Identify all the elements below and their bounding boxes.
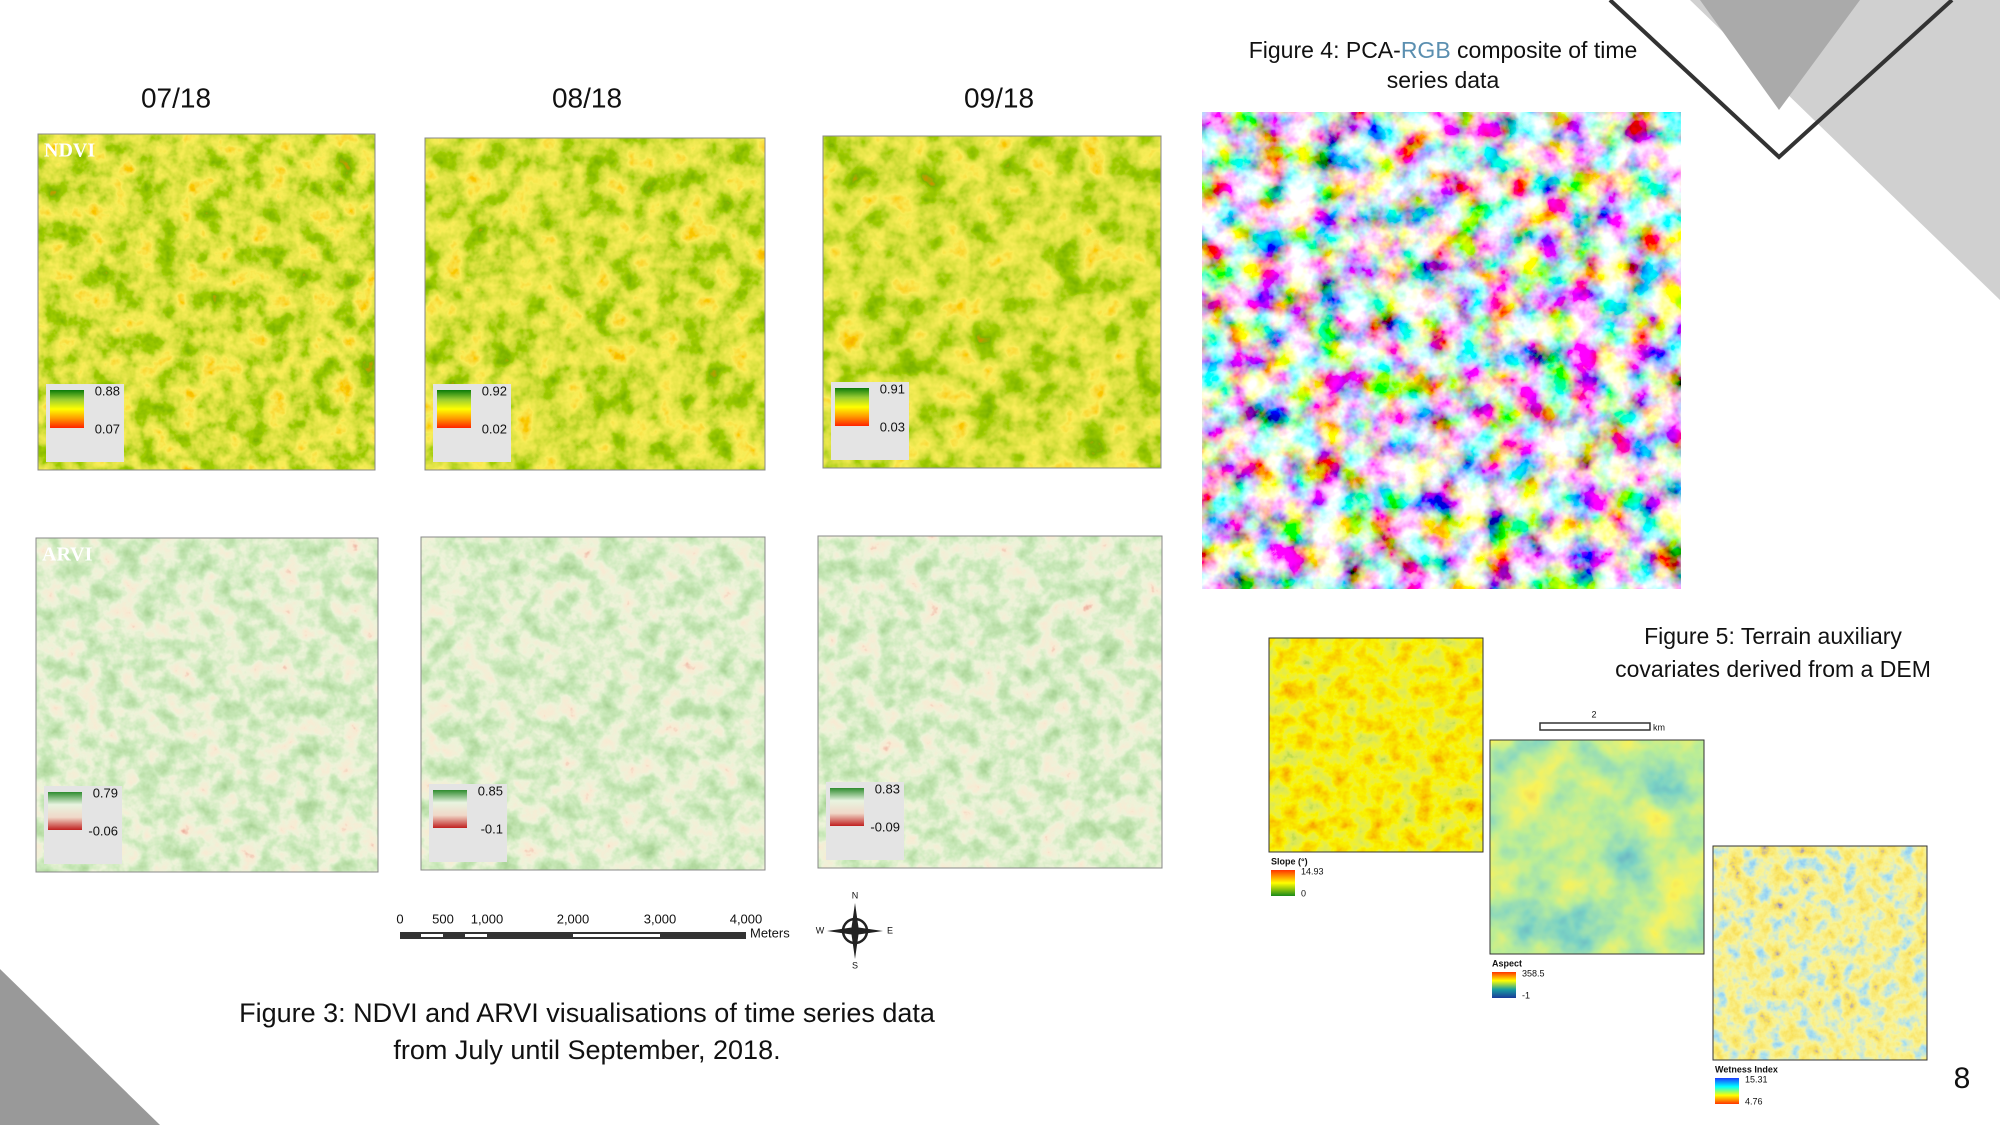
map-panel: NDVI 0.88 0.07 bbox=[37, 133, 376, 471]
terrain-legend-min: -1 bbox=[1522, 990, 1530, 1000]
terrain-legend-max: 14.93 bbox=[1301, 866, 1324, 876]
caption-highlight: RGB bbox=[1401, 37, 1451, 63]
legend-max: 0.85 bbox=[478, 783, 503, 798]
legend-min: -0.06 bbox=[88, 823, 118, 838]
terrain-legend-min: 4.76 bbox=[1745, 1096, 1763, 1106]
map-panel: 0.91 0.03 bbox=[822, 135, 1162, 469]
legend-swatch bbox=[835, 388, 869, 426]
scale-bar-segment bbox=[465, 934, 487, 937]
scale-bar: Meters 0 500 1,000 2,000 3,000 4,000 bbox=[396, 911, 790, 940]
terrain-image bbox=[1269, 638, 1483, 852]
legend-max: 0.83 bbox=[875, 781, 900, 796]
figure-caption: Figure 4: PCA-RGB composite of time bbox=[1249, 37, 1638, 63]
compass-w: W bbox=[816, 925, 825, 935]
column-header: 07/18 bbox=[141, 82, 211, 113]
scale-bar-segment bbox=[573, 934, 660, 937]
terrain-legend-swatch bbox=[1271, 870, 1295, 896]
scale-unit: Meters bbox=[750, 925, 790, 940]
scale-bar-segment bbox=[421, 934, 443, 937]
map-frame bbox=[37, 133, 376, 471]
map-panel: 0.92 0.02 bbox=[424, 137, 766, 471]
legend-max: 0.92 bbox=[482, 383, 507, 398]
figure-caption: Figure 3: NDVI and ARVI visualisations o… bbox=[239, 998, 936, 1028]
terrain-frame bbox=[1489, 739, 1705, 955]
legend-min: 0.02 bbox=[482, 421, 507, 436]
scale-tick-label: 500 bbox=[432, 911, 454, 926]
scale-tick-label: 2,000 bbox=[557, 911, 590, 926]
km-scale-bar bbox=[1539, 722, 1651, 731]
corner-triangle bbox=[0, 969, 160, 1125]
terrain-legend-max: 358.5 bbox=[1522, 968, 1545, 978]
map-panel: 0.83 -0.09 bbox=[817, 535, 1163, 869]
map-frame bbox=[822, 135, 1162, 469]
km-scale-unit: km bbox=[1653, 722, 1665, 732]
map-panel: ARVI 0.79 -0.06 bbox=[35, 537, 379, 873]
legend-min: -0.1 bbox=[481, 821, 503, 836]
terrain-legend-title: Wetness Index bbox=[1715, 1064, 1778, 1074]
compass-needle bbox=[827, 927, 883, 935]
legend-max: 0.79 bbox=[93, 785, 118, 800]
terrain-legend-min: 0 bbox=[1301, 888, 1306, 898]
legend-swatch bbox=[50, 390, 84, 428]
legend-swatch bbox=[48, 792, 82, 830]
figure-caption: Figure 5: Terrain auxiliary bbox=[1644, 623, 1902, 649]
legend-max: 0.91 bbox=[880, 381, 905, 396]
terrain-legend-max: 15.31 bbox=[1745, 1074, 1768, 1084]
map-frame bbox=[420, 536, 766, 871]
scale-tick-label: 3,000 bbox=[644, 911, 677, 926]
compass-n: N bbox=[852, 890, 859, 900]
map-grid: NDVI 0.88 0.07 0.92 0.02 0.91 0.03 ARVI 0.79 -0.0… bbox=[35, 133, 1163, 873]
map-index-label: NDVI bbox=[44, 140, 95, 162]
terrain-panel: Slope (°)14.93 0 bbox=[1268, 637, 1484, 898]
compass-s: S bbox=[852, 960, 858, 970]
map-frame bbox=[35, 537, 379, 873]
terrain-legend-title: Slope (°) bbox=[1271, 856, 1308, 866]
terrain-legend-title: Aspect bbox=[1492, 958, 1522, 968]
figure-caption: from July until September, 2018. bbox=[393, 1035, 780, 1065]
legend-swatch bbox=[433, 790, 467, 828]
pca-rgb-image bbox=[1202, 112, 1681, 589]
map-frame bbox=[817, 535, 1163, 869]
legend-max: 0.88 bbox=[95, 383, 120, 398]
map-panel: 0.85 -0.1 bbox=[420, 536, 766, 871]
legend-swatch bbox=[830, 788, 864, 826]
legend-swatch bbox=[437, 390, 471, 428]
caption-part: composite of time bbox=[1451, 37, 1638, 63]
compass-e: E bbox=[887, 925, 893, 935]
scale-tick-label: 4,000 bbox=[730, 911, 763, 926]
legend-min: 0.07 bbox=[95, 421, 120, 436]
map-frame bbox=[424, 137, 766, 471]
legend-min: 0.03 bbox=[880, 419, 905, 434]
legend-min: -0.09 bbox=[870, 819, 900, 834]
corner-shape-dark bbox=[1700, 0, 1860, 110]
page-number: 8 bbox=[1954, 1062, 1971, 1095]
figure-caption: covariates derived from a DEM bbox=[1615, 656, 1931, 682]
km-scale-label: 2 bbox=[1591, 709, 1596, 719]
scale-tick-label: 1,000 bbox=[471, 911, 504, 926]
corner-chevron bbox=[1608, 0, 1954, 160]
terrain-frame bbox=[1268, 637, 1484, 853]
column-header: 09/18 bbox=[964, 82, 1034, 113]
terrain-legend-swatch bbox=[1492, 972, 1516, 998]
terrain-image bbox=[1713, 846, 1927, 1060]
terrain-image bbox=[1490, 740, 1704, 954]
terrain-legend-swatch bbox=[1715, 1078, 1739, 1104]
scale-tick-label: 0 bbox=[396, 911, 403, 926]
map-index-label: ARVI bbox=[42, 544, 93, 566]
compass: N S E W bbox=[816, 890, 893, 970]
terrain-frame bbox=[1712, 845, 1928, 1061]
caption-part: Figure 4: PCA- bbox=[1249, 37, 1401, 63]
figure-caption: series data bbox=[1387, 67, 1500, 93]
column-header: 08/18 bbox=[552, 82, 622, 113]
